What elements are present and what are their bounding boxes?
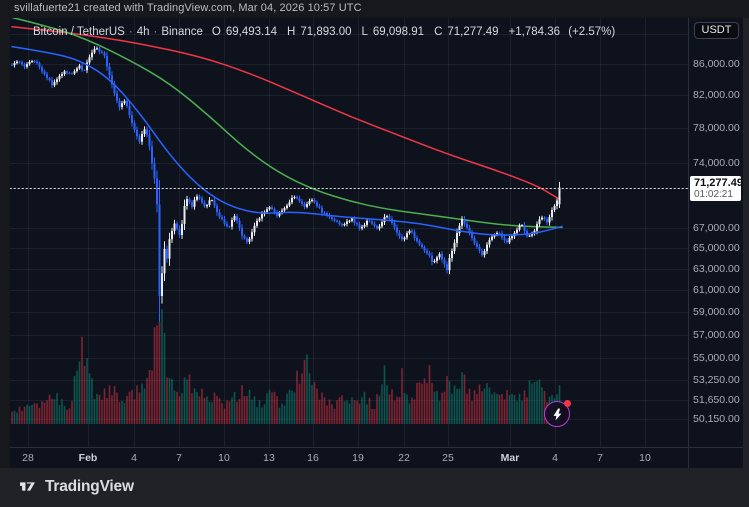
change-value: +1,784.36: [508, 26, 561, 38]
time-tick: 10: [639, 452, 651, 464]
price-chart-canvas[interactable]: [10, 18, 743, 468]
tradingview-logo[interactable]: TradingView: [18, 477, 134, 496]
tradingview-logo-icon: [20, 482, 35, 491]
price-tick: 86,000.00: [693, 58, 740, 70]
alert-dot-icon: [564, 400, 571, 407]
header-separator-2: ·: [153, 26, 158, 38]
price-tick: 67,000.00: [693, 222, 740, 235]
price-axis[interactable]: 86,000.00 82,000.00 78,000.00 74,000.00 67,0…: [688, 18, 743, 447]
price-tick: 61,000.00: [693, 284, 740, 297]
frame-right: [743, 18, 749, 468]
time-tick: 4: [552, 452, 558, 464]
bar-countdown: 01:02:21: [694, 189, 733, 200]
low-label: L 69,098.91: [361, 26, 425, 38]
price-tick: 51,650.00: [693, 393, 740, 406]
flash-badge-button[interactable]: [544, 400, 571, 427]
price-tick: 74,000.00: [693, 156, 740, 169]
time-tick: 4: [131, 452, 137, 464]
lightning-icon: [553, 408, 561, 420]
footer-bar: TradingView: [0, 468, 749, 507]
change-percent: (+2.57%): [568, 26, 616, 38]
time-tick: 19: [352, 452, 364, 464]
time-tick: 28: [22, 452, 34, 464]
price-tick: 50,150.00: [693, 413, 740, 425]
close-label: C 71,277.49: [434, 26, 499, 38]
time-tick: Feb: [78, 452, 98, 464]
open-label: O 69,493.14: [211, 26, 278, 38]
currency-toggle-button[interactable]: USDT: [694, 22, 739, 39]
price-tick: 82,000.00: [693, 89, 740, 102]
current-price-value: 71,277.49: [694, 177, 743, 189]
price-tick: 78,000.00: [693, 122, 740, 135]
time-tick: 16: [307, 452, 319, 464]
tradingview-wordmark: TradingView: [45, 477, 134, 495]
symbol-header: Bitcoin / TetherUS · 4h · Binance O 69,493.14 H…: [33, 24, 620, 40]
high-label: H 71,893.00: [287, 26, 352, 38]
time-tick: 13: [263, 452, 275, 464]
price-tick: 59,000.00: [693, 306, 740, 319]
symbol-name: Bitcoin / TetherUS: [33, 26, 125, 38]
price-tick: 65,000.00: [693, 242, 740, 255]
interval-label: 4h: [136, 26, 150, 38]
price-tick: 53,250.00: [693, 373, 740, 386]
time-tick: 10: [218, 452, 230, 464]
time-tick: 25: [442, 452, 454, 464]
time-tick: Mar: [500, 452, 520, 464]
price-tick: 55,000.00: [693, 352, 740, 365]
header-separator: ·: [128, 26, 133, 38]
current-price-label: 71,277.49 01:02:21: [690, 176, 743, 201]
chart-widget: Bitcoin / TetherUS · 4h · Binance O 69,493.14 H…: [10, 18, 743, 468]
attribution-text: svillafuerte21 created with TradingView.…: [14, 2, 362, 14]
price-tick: 63,000.00: [693, 262, 740, 275]
time-tick: 7: [597, 452, 603, 464]
time-axis[interactable]: 28 Feb 4 7 10 13 16 19 22 25 Mar 4 7 10: [10, 448, 688, 467]
price-tick: 57,000.00: [693, 328, 740, 341]
exchange-label: Binance: [161, 26, 203, 38]
time-tick: 22: [398, 452, 410, 464]
time-tick: 7: [176, 452, 182, 464]
